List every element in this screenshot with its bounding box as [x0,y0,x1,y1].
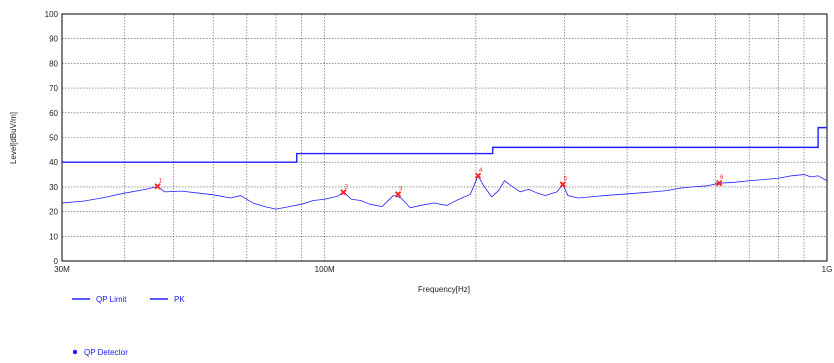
marker-label: 2 [344,184,348,190]
y-tick-label: 60 [49,109,58,118]
legend-label-qp-limit: QP Limit [96,295,127,304]
qp-limit-line [62,126,827,163]
marker-label: 4 [479,168,483,174]
marker-3: 3 [394,186,403,198]
marker-label: 1 [159,178,163,184]
marker-label: 5 [564,176,568,182]
grid [62,14,827,261]
marker-4: 4 [474,168,483,179]
marker-5: 5 [559,176,568,188]
y-tick-label: 10 [49,232,58,241]
marker-2: 2 [340,184,348,196]
marker-cross [154,183,161,190]
x-axis-label: Frequency[Hz] [418,285,470,294]
plot-area-frame [61,13,828,262]
y-tick-label: 100 [45,10,59,19]
y-tick-label: 90 [49,35,58,44]
legend-item-pk: PK [150,295,185,304]
y-axis-ticks: 0 10 20 30 40 50 60 70 80 90 100 [45,10,59,266]
y-tick-label: 80 [49,59,58,68]
y-tick-label: 30 [49,183,58,192]
marker-label: 6 [720,175,724,181]
marker-6: 6 [716,175,724,187]
y-tick-label: 0 [54,257,59,266]
x-axis-ticks: 30M 100M 1G [54,265,832,274]
markers: 1 2 3 4 5 6 [154,168,724,198]
marker-label: 3 [399,186,403,192]
marker-cross [340,189,347,196]
marker-cross [474,172,482,179]
legend-item-qp-detector: QP Detector [72,348,128,357]
legend-item-qp-limit: QP Limit [72,295,127,304]
x-tick-label: 1G [822,265,833,274]
y-tick-label: 50 [49,134,58,143]
marker-cross [716,180,723,187]
y-tick-label: 20 [49,208,58,217]
legend-label-pk: PK [174,295,185,304]
series [61,126,828,210]
legend: QP Limit PK QP Detector [72,295,185,357]
y-tick-label: 40 [49,158,58,167]
legend-label-qp-detector: QP Detector [84,348,128,357]
pk-trace-line [61,174,828,210]
marker-1: 1 [154,178,163,190]
y-tick-label: 70 [49,84,58,93]
marker-cross [394,191,402,198]
y-axis-label: Level[dBuV/m] [9,112,18,164]
marker-cross [559,181,567,188]
x-tick-label: 100M [315,265,335,274]
legend-swatch-qp-detector [72,349,78,355]
x-tick-label: 30M [54,265,70,274]
